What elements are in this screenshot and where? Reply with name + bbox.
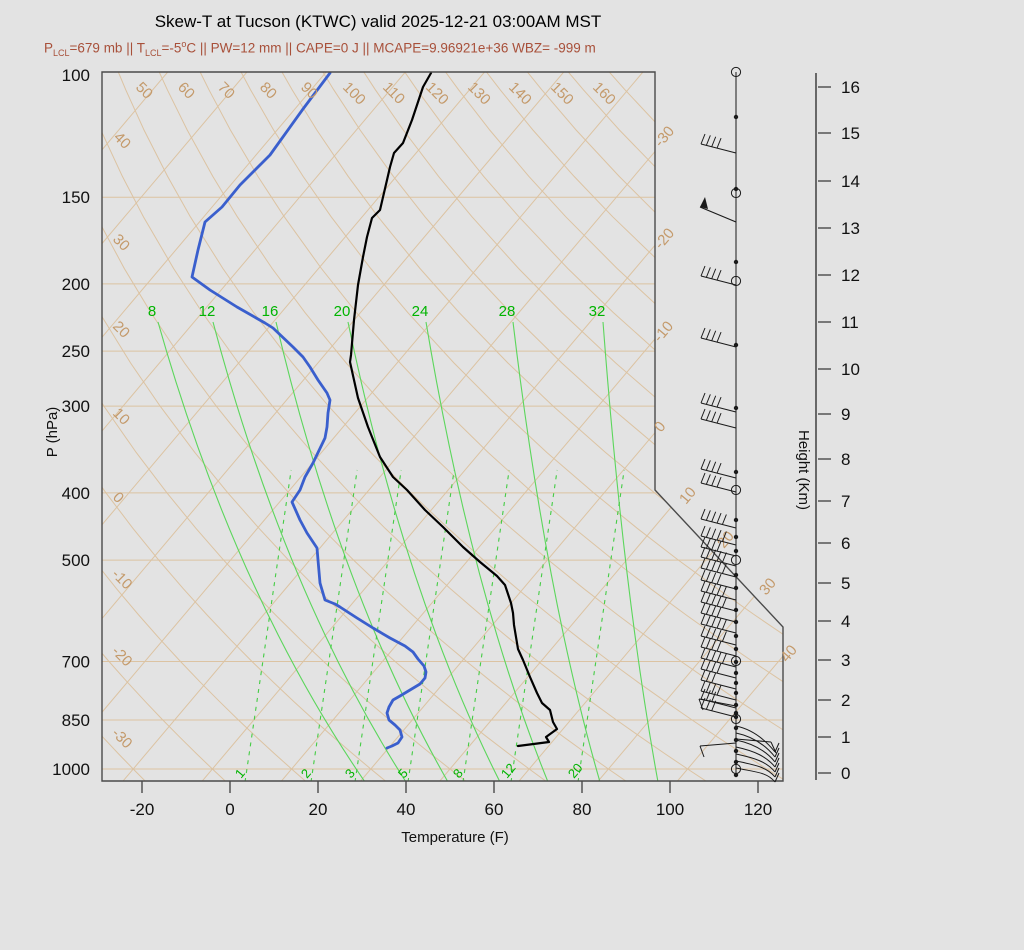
svg-text:15: 15	[841, 124, 860, 143]
svg-text:200: 200	[62, 275, 90, 294]
svg-text:-20: -20	[108, 643, 135, 670]
svg-text:140: 140	[505, 79, 535, 109]
svg-text:20: 20	[565, 760, 586, 781]
svg-text:30: 30	[109, 231, 133, 255]
svg-text:16: 16	[262, 303, 279, 320]
svg-text:8: 8	[841, 450, 850, 469]
height-axis-title: Height (Km)	[795, 430, 812, 510]
svg-text:1000: 1000	[52, 760, 90, 779]
svg-text:1: 1	[841, 728, 850, 747]
svg-text:-10: -10	[108, 566, 135, 593]
wind-barb-column	[698, 66, 780, 783]
chart-title: Skew-T at Tucson (KTWC) valid 2025-12-21…	[154, 12, 602, 31]
svg-text:5: 5	[841, 574, 850, 593]
svg-text:150: 150	[547, 79, 577, 109]
svg-text:2: 2	[841, 691, 850, 710]
svg-text:-20: -20	[130, 800, 155, 819]
svg-text:12: 12	[199, 303, 216, 320]
svg-text:16: 16	[841, 78, 860, 97]
svg-text:-30: -30	[108, 725, 135, 752]
svg-text:10: 10	[109, 405, 133, 429]
svg-text:-10: -10	[650, 318, 677, 346]
svg-text:100: 100	[62, 66, 90, 85]
svg-text:300: 300	[62, 397, 90, 416]
svg-text:7: 7	[841, 492, 850, 511]
svg-text:100: 100	[656, 800, 684, 819]
svg-text:700: 700	[62, 652, 90, 671]
pressure-axis-title: P (hPa)	[44, 407, 61, 458]
temperature-axis-title: Temperature (F)	[401, 829, 509, 846]
dewpoint-trace	[190, 72, 428, 750]
svg-text:80: 80	[573, 800, 592, 819]
svg-text:28: 28	[499, 303, 516, 320]
svg-text:3: 3	[841, 651, 850, 670]
svg-text:12: 12	[841, 266, 860, 285]
svg-text:50: 50	[132, 79, 156, 103]
svg-text:13: 13	[841, 219, 860, 238]
svg-text:40: 40	[110, 129, 134, 153]
svg-text:110: 110	[379, 79, 408, 108]
svg-text:60: 60	[485, 800, 504, 819]
svg-text:120: 120	[744, 800, 772, 819]
svg-text:400: 400	[62, 484, 90, 503]
temperature-trace	[348, 72, 559, 748]
svg-text:0: 0	[651, 418, 669, 435]
svg-text:14: 14	[841, 172, 860, 191]
svg-text:40: 40	[397, 800, 416, 819]
svg-text:10: 10	[676, 484, 700, 508]
svg-text:12: 12	[498, 760, 519, 781]
svg-text:40: 40	[777, 642, 801, 666]
svg-text:8: 8	[148, 303, 156, 320]
svg-text:6: 6	[841, 534, 850, 553]
green-line-labels: 8 12 16 20 24 28 321 2 3 5 8 12 20	[148, 303, 606, 781]
temperature-axis: -20 0 20 40 60 80 100 120 Temperature (F)	[130, 781, 772, 846]
svg-text:30: 30	[756, 575, 780, 599]
svg-text:24: 24	[412, 303, 429, 320]
svg-text:120: 120	[422, 79, 452, 109]
svg-text:0: 0	[225, 800, 234, 819]
plot-frame	[101, 71, 784, 782]
svg-text:250: 250	[62, 342, 90, 361]
svg-text:70: 70	[214, 79, 238, 103]
svg-text:9: 9	[841, 405, 850, 424]
svg-text:850: 850	[62, 711, 90, 730]
svg-text:11: 11	[841, 313, 859, 332]
grid-lines	[102, 72, 783, 781]
svg-text:60: 60	[174, 79, 198, 103]
svg-text:20: 20	[309, 800, 328, 819]
svg-text:20: 20	[334, 303, 351, 320]
svg-text:0: 0	[841, 764, 850, 783]
svg-text:150: 150	[62, 188, 90, 207]
svg-text:80: 80	[256, 79, 280, 103]
sounding-parameters-line: PLCL=679 mb || TLCL=-5oC || PW=12 mm || …	[44, 39, 596, 59]
svg-text:4: 4	[841, 612, 850, 631]
svg-text:500: 500	[62, 551, 90, 570]
svg-text:130: 130	[464, 79, 494, 109]
svg-text:160: 160	[589, 79, 619, 109]
svg-text:32: 32	[589, 303, 606, 320]
svg-text:20: 20	[109, 318, 133, 342]
pressure-axis: 100 150 200 250 300 400 500 700 850 1000 P (hPa)	[44, 66, 90, 779]
svg-text:10: 10	[841, 360, 860, 379]
